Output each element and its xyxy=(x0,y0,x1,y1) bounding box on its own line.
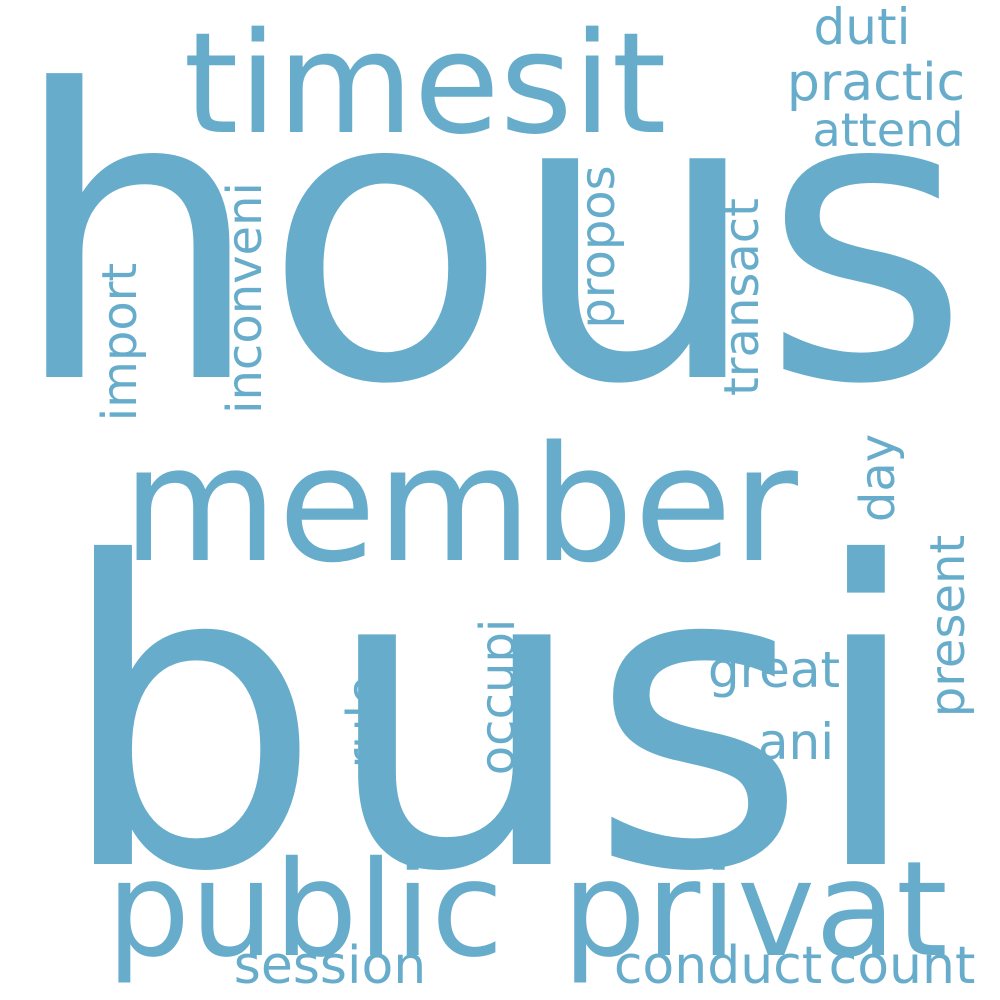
word-rule: rule xyxy=(337,675,393,769)
word-occupi: occupi xyxy=(470,618,526,776)
word-member: member xyxy=(122,411,798,598)
word-import: import xyxy=(92,262,148,422)
word-practic: practic xyxy=(786,53,966,113)
word-transact: transact xyxy=(714,197,770,397)
word-great: great xyxy=(707,641,841,699)
word-session: session xyxy=(233,936,427,996)
word-attend: attend xyxy=(812,103,964,157)
word-count: count xyxy=(828,936,976,996)
word-present: present xyxy=(920,534,976,718)
word-timesit: timesit xyxy=(183,3,667,166)
word-busi: busi xyxy=(55,475,925,964)
word-inconveni: inconveni xyxy=(217,182,273,414)
word-propos: propos xyxy=(570,165,626,329)
word-privat: privat xyxy=(562,833,948,987)
word-duti: duti xyxy=(813,0,911,56)
word-day: day xyxy=(850,433,906,523)
word-ani: ani xyxy=(757,713,835,771)
word-conduct: conduct xyxy=(613,936,823,996)
word-public: public xyxy=(106,833,504,987)
word-hous: hous xyxy=(9,7,971,472)
